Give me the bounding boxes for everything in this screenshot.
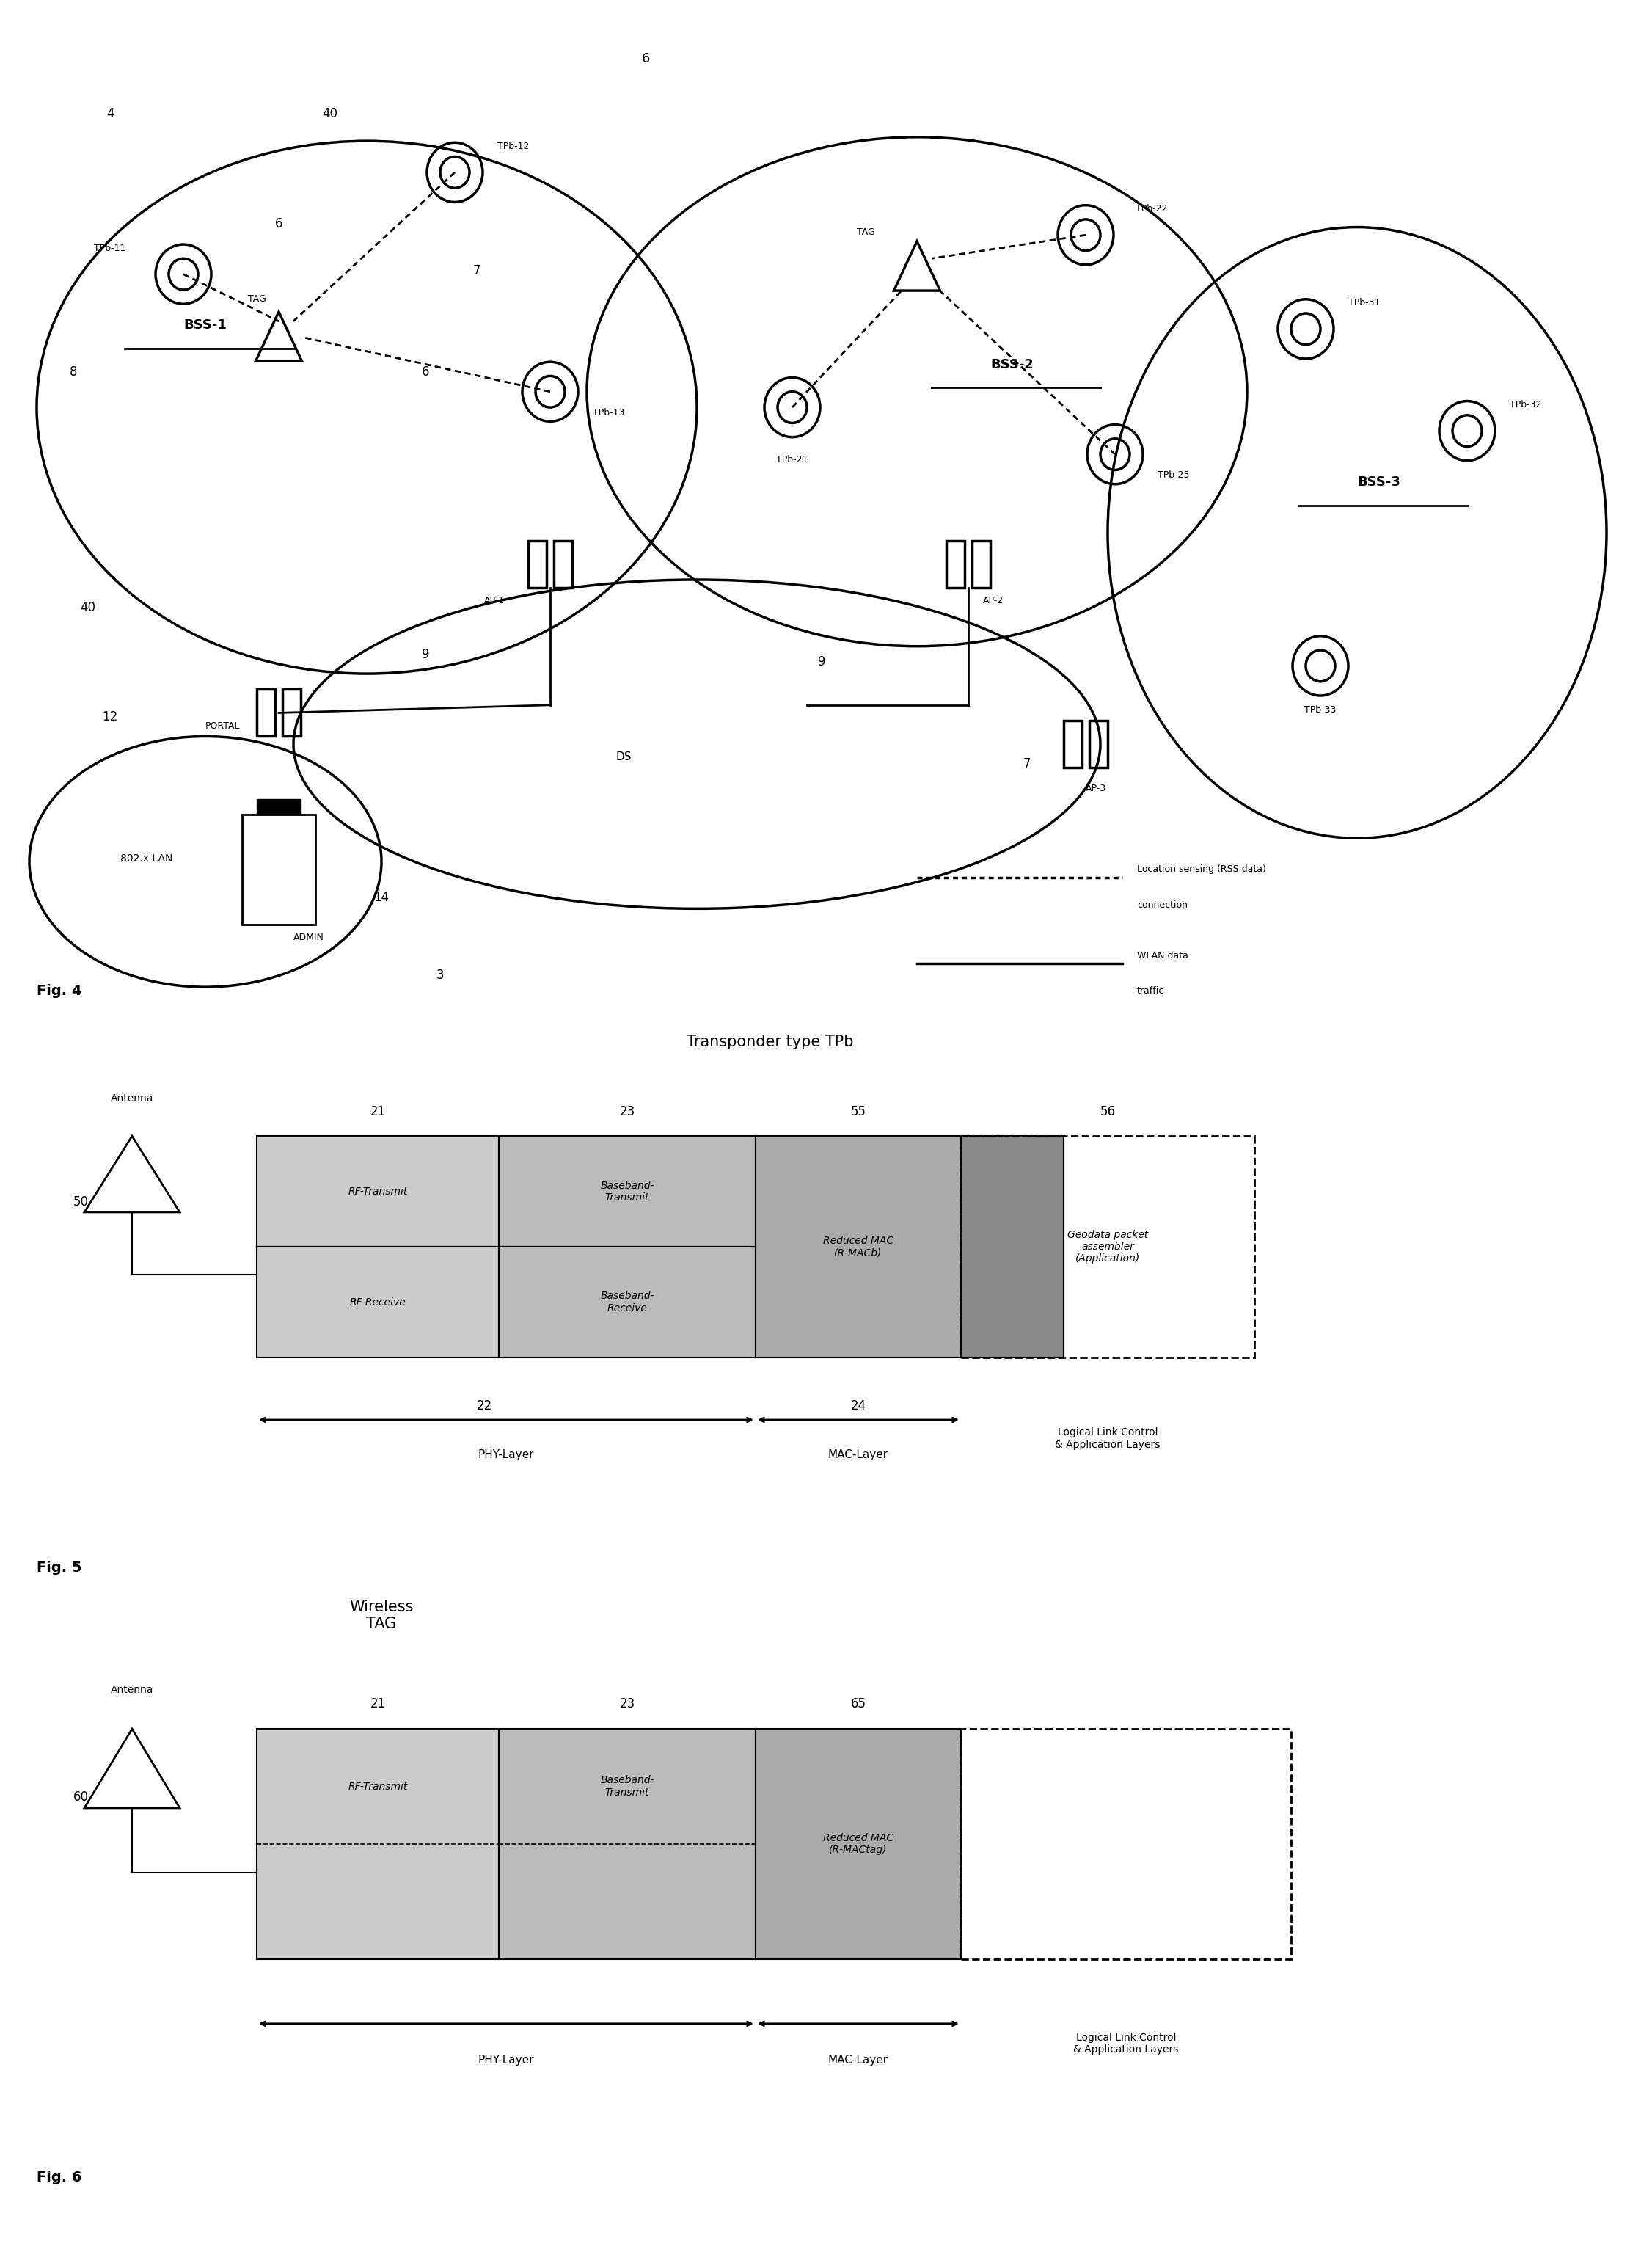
Bar (243, 815, 316, 923)
Text: 50: 50 (73, 1195, 89, 1208)
Text: RF-Transmit: RF-Transmit (349, 1781, 408, 1792)
Text: 56: 56 (1100, 1104, 1115, 1118)
Bar (1089, 720, 1108, 767)
Bar (947, 541, 965, 588)
Text: connection: connection (1137, 901, 1188, 910)
Text: 3: 3 (436, 969, 444, 982)
Text: 9: 9 (818, 656, 826, 670)
Text: AP-3: AP-3 (1085, 783, 1107, 794)
Text: TPb-23: TPb-23 (1158, 471, 1189, 480)
Text: traffic: traffic (1137, 987, 1165, 996)
Text: 23: 23 (620, 1697, 634, 1711)
Text: Baseband-
Transmit: Baseband- Transmit (600, 1181, 654, 1202)
Text: Antenna: Antenna (111, 1093, 154, 1104)
FancyBboxPatch shape (256, 1136, 499, 1247)
Text: Geodata packet
assembler
(Application): Geodata packet assembler (Application) (1067, 1229, 1148, 1263)
Text: Transponder type TPb: Transponder type TPb (687, 1034, 854, 1050)
Text: DS: DS (616, 751, 631, 763)
Text: MAC-Layer: MAC-Layer (828, 1448, 889, 1460)
Text: 55: 55 (851, 1104, 866, 1118)
Text: TPb-22: TPb-22 (1137, 204, 1168, 213)
Text: TPb-11: TPb-11 (94, 244, 126, 253)
Text: TPb-33: TPb-33 (1305, 706, 1336, 715)
Text: 60: 60 (73, 1790, 89, 1804)
Bar (529, 541, 547, 588)
Text: 24: 24 (851, 1399, 866, 1412)
Text: 802.x LAN: 802.x LAN (121, 853, 173, 864)
Text: TAG: TAG (856, 229, 874, 238)
Text: MAC-Layer: MAC-Layer (828, 2055, 889, 2066)
Bar (282, 690, 301, 735)
Text: 7: 7 (472, 265, 481, 276)
Text: Reduced MAC
(R-MACtag): Reduced MAC (R-MACtag) (823, 1833, 894, 1856)
Text: 40: 40 (81, 600, 96, 613)
Text: 65: 65 (851, 1697, 866, 1711)
Text: RF-Receive: RF-Receive (350, 1297, 406, 1308)
Text: Fig. 6: Fig. 6 (36, 2170, 83, 2184)
FancyBboxPatch shape (256, 1729, 499, 1960)
FancyBboxPatch shape (499, 1729, 755, 1960)
Text: AP-1: AP-1 (484, 595, 506, 606)
Text: 6: 6 (421, 367, 430, 378)
Text: PORTAL: PORTAL (205, 722, 240, 731)
Text: 21: 21 (370, 1697, 385, 1711)
Text: 40: 40 (322, 106, 337, 120)
FancyBboxPatch shape (755, 1136, 961, 1358)
Text: PHY-Layer: PHY-Layer (477, 1448, 534, 1460)
Text: Wireless
TAG: Wireless TAG (349, 1600, 413, 1632)
Text: Fig. 5: Fig. 5 (36, 1561, 83, 1575)
Text: 4: 4 (106, 106, 114, 120)
FancyBboxPatch shape (499, 1136, 755, 1247)
Text: 7: 7 (1023, 758, 1031, 772)
Text: 8: 8 (69, 367, 78, 378)
Text: BSS-1: BSS-1 (183, 319, 226, 333)
Text: BSS-3: BSS-3 (1358, 475, 1401, 489)
Text: BSS-2: BSS-2 (991, 358, 1034, 371)
Text: Baseband-
Transmit: Baseband- Transmit (600, 1776, 654, 1797)
Text: 6: 6 (274, 217, 282, 231)
Text: 9: 9 (421, 647, 430, 661)
Text: Location sensing (RSS data): Location sensing (RSS data) (1137, 864, 1265, 874)
Text: TPb-12: TPb-12 (497, 143, 529, 152)
FancyBboxPatch shape (961, 1136, 1064, 1358)
Text: 23: 23 (620, 1104, 634, 1118)
Text: 6: 6 (641, 52, 649, 66)
Text: WLAN data: WLAN data (1137, 950, 1188, 960)
FancyBboxPatch shape (499, 1247, 755, 1358)
Bar (256, 690, 276, 735)
Text: PHY-Layer: PHY-Layer (477, 2055, 534, 2066)
Text: TPb-32: TPb-32 (1510, 401, 1541, 410)
Text: 21: 21 (370, 1104, 385, 1118)
FancyBboxPatch shape (256, 1247, 499, 1358)
Text: Reduced MAC
(R-MACb): Reduced MAC (R-MACb) (823, 1236, 894, 1258)
Text: TPb-13: TPb-13 (593, 407, 624, 416)
Text: TPb-21: TPb-21 (776, 455, 808, 464)
FancyBboxPatch shape (755, 1729, 961, 1960)
Text: Baseband-
Receive: Baseband- Receive (600, 1292, 654, 1313)
Text: Fig. 4: Fig. 4 (36, 984, 83, 998)
Text: 14: 14 (373, 892, 390, 903)
Bar (971, 541, 990, 588)
Text: TAG: TAG (248, 294, 266, 303)
Text: 12: 12 (102, 711, 117, 724)
Text: TPb-31: TPb-31 (1348, 299, 1381, 308)
Text: Antenna: Antenna (111, 1686, 154, 1695)
Text: ADMIN: ADMIN (294, 932, 324, 941)
Text: Logical Link Control
& Application Layers: Logical Link Control & Application Layer… (1056, 1428, 1160, 1451)
Bar (1064, 720, 1082, 767)
Bar (256, 799, 301, 815)
Text: RF-Transmit: RF-Transmit (349, 1186, 408, 1197)
Text: Logical Link Control
& Application Layers: Logical Link Control & Application Layer… (1074, 2032, 1178, 2055)
Text: AP-2: AP-2 (983, 595, 1004, 606)
Text: 22: 22 (476, 1399, 492, 1412)
Bar (553, 541, 572, 588)
